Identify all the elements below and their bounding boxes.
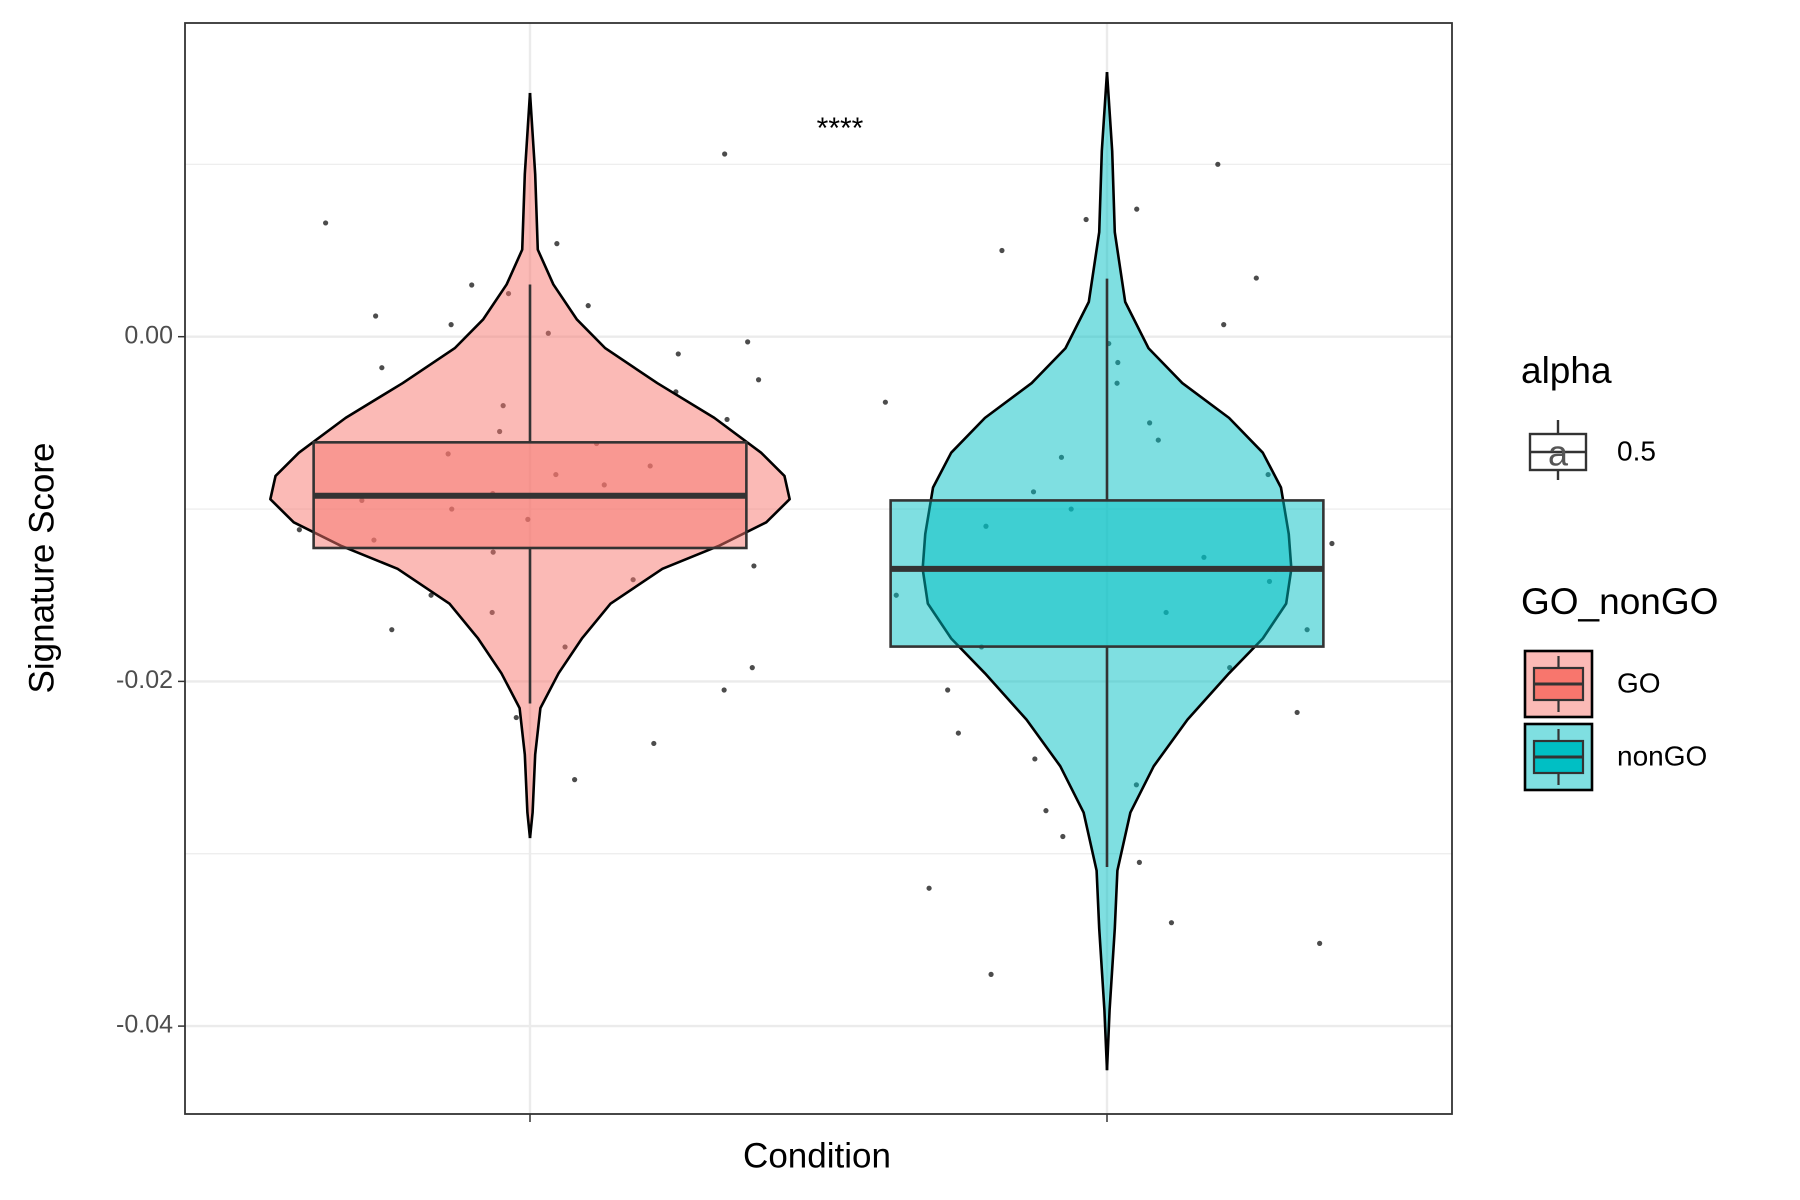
jitter-point — [999, 247, 1005, 254]
legend-label: nonGO — [1617, 740, 1707, 771]
jitter-point — [722, 151, 728, 157]
jitter-point — [296, 527, 302, 533]
jitter-point — [1221, 322, 1227, 328]
jitter-point — [1032, 756, 1038, 762]
y-tick-label: -0.04 — [116, 1011, 173, 1039]
jitter-point — [428, 592, 434, 598]
y-axis-title: Signature Score — [22, 443, 61, 694]
jitter-point — [651, 740, 657, 747]
jitter-point — [1043, 808, 1049, 814]
jitter-point — [755, 377, 762, 383]
jitter-point — [1136, 859, 1142, 865]
jitter-point — [988, 971, 994, 977]
jitter-point — [882, 399, 888, 405]
box — [889, 499, 1325, 648]
y-tick-label: 0.00 — [124, 321, 173, 349]
jitter-point — [1329, 540, 1335, 547]
jitter-point — [749, 665, 755, 671]
jitter-point — [585, 303, 591, 309]
jitter-point — [1215, 161, 1221, 167]
jitter-point — [554, 241, 560, 247]
jitter-point — [945, 687, 951, 693]
jitter-point — [469, 282, 475, 288]
jitter-point — [389, 627, 395, 633]
annotation: **** — [817, 112, 864, 145]
jitter-point — [513, 714, 519, 721]
y-tick-label: -0.02 — [116, 666, 173, 694]
jitter-point — [745, 339, 751, 345]
jitter-point — [751, 563, 757, 569]
jitter-point — [1083, 216, 1089, 223]
jitter-point — [1317, 940, 1323, 946]
jitter-point — [721, 687, 727, 693]
jitter-point — [1168, 920, 1175, 926]
jitter-point — [448, 322, 454, 328]
jitter-point — [1060, 833, 1066, 840]
jitter-point — [572, 777, 578, 783]
jitter-point — [724, 416, 730, 423]
legend-label: 0.5 — [1617, 435, 1656, 466]
jitter-point — [379, 365, 385, 371]
panel-border — [184, 22, 1453, 1115]
legend-key-glyph: a — [1548, 433, 1569, 474]
jitter-point — [373, 313, 379, 319]
legend-label: GO — [1617, 667, 1661, 698]
jitter-point — [675, 351, 681, 357]
x-axis-title: Condition — [743, 1136, 891, 1175]
legend-title: GO_nonGO — [1521, 581, 1718, 622]
jitter-point — [323, 220, 329, 226]
legend-title: alpha — [1521, 350, 1612, 391]
jitter-point — [1134, 206, 1140, 212]
jitter-point — [955, 730, 961, 736]
jitter-point — [926, 885, 932, 891]
jitter-point — [1294, 709, 1300, 716]
jitter-point — [1253, 275, 1259, 281]
